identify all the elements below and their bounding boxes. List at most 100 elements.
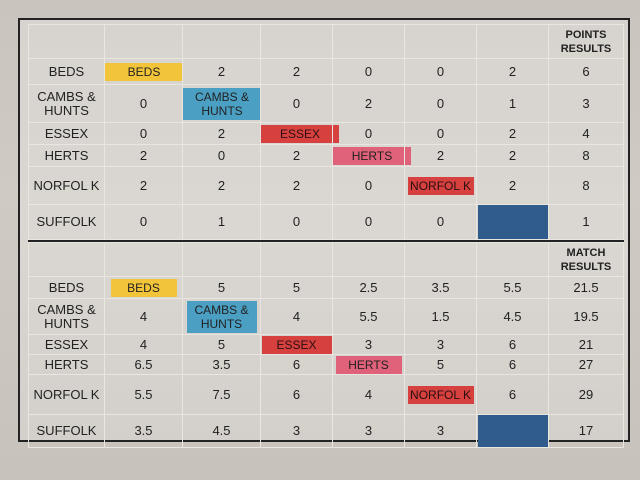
match-header-row: MATCH RESULTS bbox=[28, 242, 624, 277]
score-cell: 1 bbox=[182, 204, 261, 240]
table-row: NORFOL K 2 2 2 0 NORFOL K 2 8 bbox=[28, 166, 624, 205]
team-cell-herts: HERTS bbox=[332, 144, 411, 167]
team-cell-norfolk: NORFOL K bbox=[404, 374, 477, 415]
score-cell: 2 bbox=[182, 122, 261, 145]
score-cell: 3.5 bbox=[404, 276, 477, 299]
points-header-row: POINTS RESULTS bbox=[28, 24, 624, 59]
team-chip-suffolk: SUFFOLK bbox=[477, 415, 548, 447]
score-cell: 5 bbox=[260, 276, 333, 299]
row-label-beds: BEDS bbox=[28, 58, 105, 85]
team-chip-essex: ESSEX bbox=[261, 124, 339, 143]
row-label-suffolk: SUFFOLK bbox=[28, 414, 105, 448]
row-label-essex: ESSEX bbox=[28, 122, 105, 145]
score-cell: 0 bbox=[104, 204, 183, 240]
score-cell: 5 bbox=[404, 354, 477, 375]
team-chip-beds: BEDS bbox=[110, 278, 177, 297]
row-label-beds: BEDS bbox=[28, 276, 105, 299]
result-cell: 3 bbox=[548, 84, 624, 123]
team-chip-cambs-hunts: CAMBS & HUNTS bbox=[186, 300, 257, 333]
score-cell: 0 bbox=[404, 204, 477, 240]
team-chip-suffolk: SUFFOLK bbox=[477, 205, 548, 239]
table-row: BEDS BEDS 5 5 2.5 3.5 5.5 21.5 bbox=[28, 276, 624, 299]
row-label-cambs-hunts: CAMBS & HUNTS bbox=[28, 298, 105, 335]
score-cell: 2.5 bbox=[332, 276, 405, 299]
team-cell-cambs-hunts: CAMBS & HUNTS bbox=[182, 84, 261, 123]
score-cell: 0 bbox=[404, 58, 477, 85]
score-cell: 0 bbox=[260, 204, 333, 240]
points-results-header: POINTS RESULTS bbox=[548, 24, 624, 59]
score-cell: 2 bbox=[182, 58, 261, 85]
score-cell: 2 bbox=[104, 166, 183, 205]
score-cell: 0 bbox=[260, 84, 333, 123]
score-cell: 4 bbox=[332, 374, 405, 415]
score-cell: 3.5 bbox=[182, 354, 261, 375]
score-cell: 0 bbox=[332, 58, 405, 85]
result-cell: 8 bbox=[548, 166, 624, 205]
match-results-header: MATCH RESULTS bbox=[548, 242, 624, 277]
score-cell: 4 bbox=[260, 298, 333, 335]
results-sheet: POINTS RESULTS BEDS BEDS 2 2 0 0 2 6 CAM… bbox=[18, 18, 630, 448]
score-cell: 5.5 bbox=[332, 298, 405, 335]
result-cell: 19.5 bbox=[548, 298, 624, 335]
match-results-table: MATCH RESULTS BEDS BEDS 5 5 2.5 3.5 5.5 … bbox=[28, 242, 624, 448]
result-cell: 6 bbox=[548, 58, 624, 85]
team-cell-suffolk: SUFFOLK bbox=[476, 414, 549, 448]
score-cell: 3.5 bbox=[104, 414, 183, 448]
score-cell: 0 bbox=[182, 144, 261, 167]
team-chip-herts: HERTS bbox=[333, 146, 411, 165]
result-cell: 21.5 bbox=[548, 276, 624, 299]
score-cell: 6.5 bbox=[104, 354, 183, 375]
table-row: SUFFOLK 3.5 4.5 3 3 3 SUFFOLK 17 bbox=[28, 414, 624, 448]
row-label-cambs-hunts: CAMBS & HUNTS bbox=[28, 84, 105, 123]
score-cell: 2 bbox=[260, 144, 333, 167]
score-cell: 5.5 bbox=[104, 374, 183, 415]
score-cell: 2 bbox=[260, 166, 333, 205]
row-label-essex: ESSEX bbox=[28, 334, 105, 355]
score-cell: 6 bbox=[260, 374, 333, 415]
score-cell: 2 bbox=[260, 58, 333, 85]
team-chip-herts: HERTS bbox=[335, 355, 402, 374]
score-cell: 6 bbox=[476, 374, 549, 415]
team-cell-essex: ESSEX bbox=[260, 122, 339, 145]
score-cell: 1.5 bbox=[404, 298, 477, 335]
score-cell: 2 bbox=[476, 166, 549, 205]
score-cell: 6 bbox=[476, 334, 549, 355]
table-divider bbox=[28, 240, 624, 242]
team-cell-beds: BEDS bbox=[104, 276, 183, 299]
table-row: BEDS BEDS 2 2 0 0 2 6 bbox=[28, 58, 624, 85]
score-cell: 3 bbox=[404, 334, 477, 355]
result-cell: 27 bbox=[548, 354, 624, 375]
score-cell: 4.5 bbox=[476, 298, 549, 335]
team-cell-cambs-hunts: CAMBS & HUNTS bbox=[182, 298, 261, 335]
team-chip-norfolk: NORFOL K bbox=[407, 176, 474, 195]
score-cell: 7.5 bbox=[182, 374, 261, 415]
result-cell: 4 bbox=[548, 122, 624, 145]
score-cell: 0 bbox=[104, 122, 183, 145]
table-row: ESSEX 0 2 ESSEX 0 0 2 4 bbox=[28, 122, 624, 145]
score-cell: 2 bbox=[476, 58, 549, 85]
score-cell: 5 bbox=[182, 334, 261, 355]
table-row: CAMBS & HUNTS 0 CAMBS & HUNTS 0 2 0 1 3 bbox=[28, 84, 624, 123]
team-cell-norfolk: NORFOL K bbox=[404, 166, 477, 205]
score-cell: 2 bbox=[476, 144, 549, 167]
team-chip-norfolk: NORFOL K bbox=[407, 385, 474, 404]
team-chip-cambs-hunts: CAMBS & HUNTS bbox=[183, 87, 261, 120]
score-cell: 1 bbox=[476, 84, 549, 123]
score-cell: 3 bbox=[332, 334, 405, 355]
result-cell: 8 bbox=[548, 144, 624, 167]
score-cell: 2 bbox=[404, 144, 477, 167]
table-row: ESSEX 4 5 ESSEX 3 3 6 21 bbox=[28, 334, 624, 355]
row-label-herts: HERTS bbox=[28, 354, 105, 375]
score-cell: 0 bbox=[404, 122, 477, 145]
table-row: NORFOL K 5.5 7.5 6 4 NORFOL K 6 29 bbox=[28, 374, 624, 415]
table-row: HERTS 6.5 3.5 6 HERTS 5 6 27 bbox=[28, 354, 624, 375]
score-cell: 2 bbox=[182, 166, 261, 205]
score-cell: 5 bbox=[182, 276, 261, 299]
score-cell: 3 bbox=[332, 414, 405, 448]
team-cell-essex: ESSEX bbox=[260, 334, 333, 355]
score-cell: 2 bbox=[332, 84, 405, 123]
result-cell: 21 bbox=[548, 334, 624, 355]
team-chip-essex: ESSEX bbox=[261, 335, 332, 354]
table-row: SUFFOLK 0 1 0 0 0 SUFFOLK 1 bbox=[28, 204, 624, 240]
row-label-suffolk: SUFFOLK bbox=[28, 204, 105, 240]
